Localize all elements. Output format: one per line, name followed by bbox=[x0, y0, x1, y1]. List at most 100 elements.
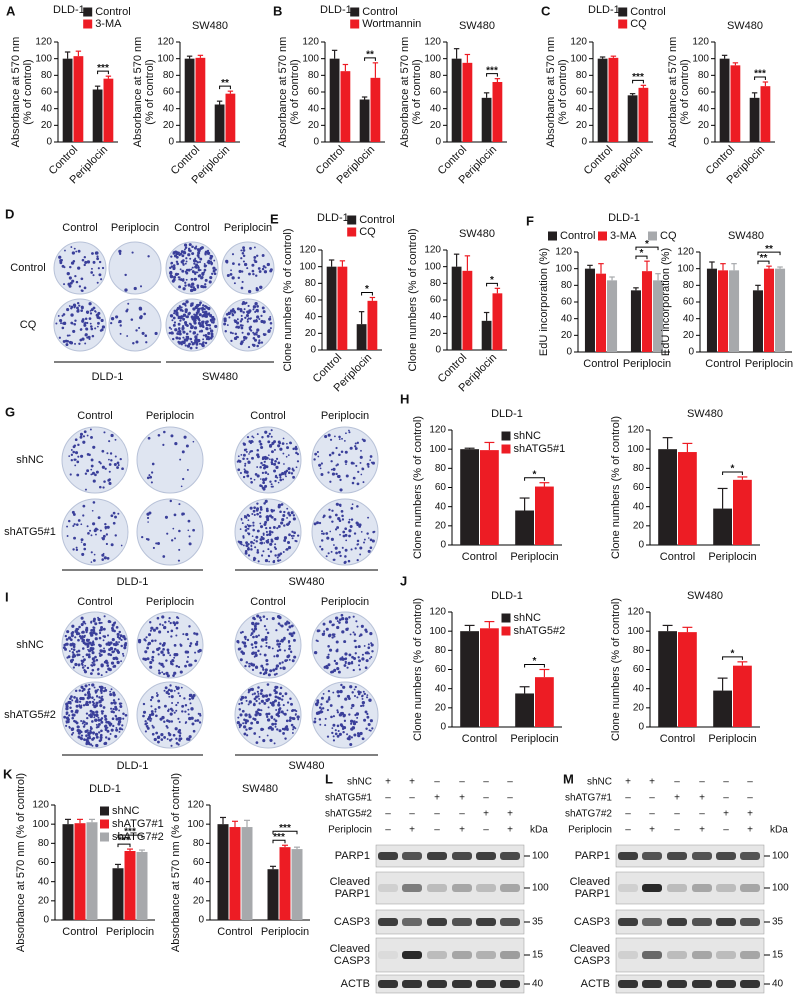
colony bbox=[80, 616, 84, 620]
bar bbox=[584, 268, 595, 352]
colony bbox=[262, 479, 265, 482]
column-label: Control bbox=[62, 222, 97, 234]
colony bbox=[262, 668, 265, 671]
colony bbox=[345, 539, 348, 542]
colony bbox=[81, 722, 84, 725]
colony bbox=[94, 473, 97, 477]
colony bbox=[74, 342, 76, 345]
colony bbox=[336, 620, 339, 623]
colony bbox=[83, 430, 87, 434]
colony bbox=[87, 690, 91, 694]
colony bbox=[115, 625, 119, 629]
colony bbox=[103, 714, 107, 718]
colony bbox=[262, 310, 266, 314]
colony bbox=[80, 309, 83, 313]
colony bbox=[340, 613, 344, 617]
colony bbox=[157, 740, 160, 744]
y-axis-label: (% of control) bbox=[289, 59, 301, 124]
y-tick-label: 80 bbox=[561, 280, 573, 291]
colony bbox=[79, 705, 83, 709]
colony bbox=[90, 534, 93, 537]
colony bbox=[329, 530, 332, 533]
colony bbox=[257, 649, 260, 653]
colony bbox=[88, 700, 92, 704]
colony bbox=[63, 283, 66, 286]
colony bbox=[179, 306, 182, 309]
colony bbox=[170, 738, 173, 741]
y-axis-label: Clone numbers (% of control) bbox=[282, 228, 294, 371]
colony bbox=[251, 535, 254, 538]
colony bbox=[242, 535, 245, 538]
y-tick-label: 0 bbox=[703, 137, 709, 148]
colony bbox=[88, 453, 91, 457]
colony bbox=[366, 694, 369, 697]
colony bbox=[76, 460, 80, 464]
y-tick-label: 20 bbox=[561, 330, 573, 341]
band bbox=[716, 918, 736, 926]
significance-label: * bbox=[731, 464, 735, 475]
colony bbox=[180, 250, 184, 254]
colony bbox=[182, 477, 185, 481]
colony bbox=[346, 627, 349, 630]
colony bbox=[264, 637, 268, 641]
significance-bracket bbox=[757, 251, 781, 256]
colony bbox=[72, 450, 75, 454]
colony bbox=[100, 278, 103, 281]
colony bbox=[324, 724, 327, 727]
colony bbox=[248, 662, 251, 665]
colony bbox=[77, 308, 80, 311]
colony bbox=[203, 268, 207, 272]
colony bbox=[324, 717, 327, 720]
colony bbox=[347, 737, 351, 741]
colony bbox=[360, 530, 363, 533]
colony bbox=[166, 692, 170, 695]
colony bbox=[84, 317, 88, 321]
colony bbox=[110, 322, 113, 325]
chart-title: DLD-1 bbox=[317, 212, 349, 224]
colony bbox=[266, 683, 270, 686]
colony bbox=[256, 433, 259, 436]
colony bbox=[172, 323, 176, 327]
row-label: shATG5#2 bbox=[4, 709, 56, 721]
colony bbox=[76, 301, 80, 305]
chart-title: SW480 bbox=[459, 228, 495, 240]
band bbox=[378, 884, 398, 892]
x-tick-label: Periplocin bbox=[261, 926, 309, 938]
colony bbox=[269, 321, 273, 325]
colony bbox=[161, 615, 165, 619]
colony bbox=[83, 670, 88, 674]
colony bbox=[268, 560, 270, 563]
colony bbox=[124, 713, 128, 717]
colony bbox=[273, 469, 277, 473]
marker-label: 35 bbox=[772, 917, 784, 928]
colony bbox=[341, 656, 344, 659]
y-tick-label: 20 bbox=[163, 120, 175, 131]
colony bbox=[336, 526, 340, 529]
colony bbox=[259, 538, 263, 541]
band bbox=[642, 852, 662, 860]
colony bbox=[182, 302, 185, 305]
colony bbox=[254, 338, 257, 342]
condition-sign: – bbox=[625, 793, 631, 804]
significance-bracket bbox=[117, 843, 131, 848]
colony bbox=[333, 435, 336, 438]
colony bbox=[236, 460, 239, 463]
colony bbox=[172, 527, 175, 530]
colony bbox=[331, 727, 334, 730]
y-tick-label: 120 bbox=[570, 37, 587, 48]
colony bbox=[282, 732, 285, 735]
colony bbox=[193, 326, 198, 330]
colony bbox=[81, 631, 84, 634]
colony bbox=[92, 559, 96, 562]
legend-label: Control bbox=[630, 6, 665, 18]
colony bbox=[163, 720, 166, 723]
colony bbox=[208, 280, 212, 284]
colony bbox=[271, 616, 275, 621]
colony bbox=[256, 548, 259, 552]
chart-title: SW480 bbox=[687, 590, 723, 602]
colony bbox=[141, 331, 145, 335]
significance-label: * bbox=[640, 248, 644, 259]
colony bbox=[348, 529, 352, 533]
colony bbox=[362, 481, 365, 484]
colony bbox=[184, 344, 187, 347]
